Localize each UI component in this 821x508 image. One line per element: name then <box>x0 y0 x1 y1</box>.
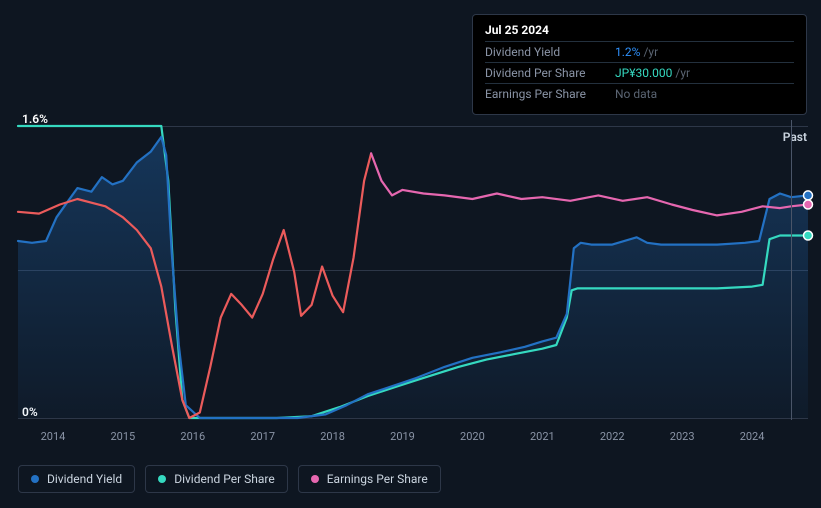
legend: Dividend Yield Dividend Per Share Earnings… <box>18 465 441 493</box>
legend-dot-icon <box>158 475 166 483</box>
legend-label: Earnings Per Share <box>327 472 428 486</box>
hover-indicator <box>791 120 792 420</box>
xaxis-tick: 2020 <box>460 430 485 443</box>
tooltip-row: Dividend Yield1.2%/yr <box>485 41 794 62</box>
tooltip-row-label: Dividend Yield <box>485 45 615 59</box>
tooltip-row-value: 1.2%/yr <box>615 45 658 59</box>
end-marker-earnings_per_share <box>804 200 813 209</box>
xaxis-tick: 2014 <box>41 430 66 443</box>
legend-item[interactable]: Dividend Yield <box>18 465 135 493</box>
tooltip-row-value: JP¥30.000/yr <box>615 66 690 80</box>
xaxis-tick: 2017 <box>250 430 275 443</box>
tooltip-row: Earnings Per ShareNo data <box>485 83 794 104</box>
tooltip-row-label: Dividend Per Share <box>485 66 615 80</box>
tooltip: Jul 25 2024 Dividend Yield1.2%/yrDividen… <box>472 14 807 115</box>
tooltip-row-unit: /yr <box>643 45 658 59</box>
legend-label: Dividend Per Share <box>174 472 275 486</box>
xaxis-tick: 2022 <box>600 430 625 443</box>
legend-item[interactable]: Earnings Per Share <box>298 465 441 493</box>
xaxis-tick: 2018 <box>320 430 345 443</box>
xaxis-tick: 2023 <box>670 430 695 443</box>
xaxis-tick: 2024 <box>740 430 765 443</box>
legend-dot-icon <box>31 475 39 483</box>
tooltip-row-value: No data <box>615 87 657 101</box>
area-fill <box>18 137 808 418</box>
chart-plot[interactable] <box>18 120 808 420</box>
end-marker-dividend_yield <box>804 191 813 200</box>
xaxis-tick: 2019 <box>390 430 415 443</box>
tooltip-row-label: Earnings Per Share <box>485 87 615 101</box>
xaxis-tick: 2015 <box>110 430 135 443</box>
legend-label: Dividend Yield <box>47 472 122 486</box>
tooltip-date: Jul 25 2024 <box>485 23 794 41</box>
xaxis-tick: 2021 <box>530 430 555 443</box>
tooltip-row-unit: /yr <box>675 66 690 80</box>
legend-item[interactable]: Dividend Per Share <box>145 465 288 493</box>
line-earnings-per-share-1 <box>371 153 808 215</box>
end-marker-dividend_per_share <box>804 231 813 240</box>
tooltip-row: Dividend Per ShareJP¥30.000/yr <box>485 62 794 83</box>
x-axis: 2014 2015 2016 2017 2018 2019 2020 2021 2022 2023… <box>18 430 808 450</box>
xaxis-tick: 2016 <box>180 430 205 443</box>
legend-dot-icon <box>311 475 319 483</box>
